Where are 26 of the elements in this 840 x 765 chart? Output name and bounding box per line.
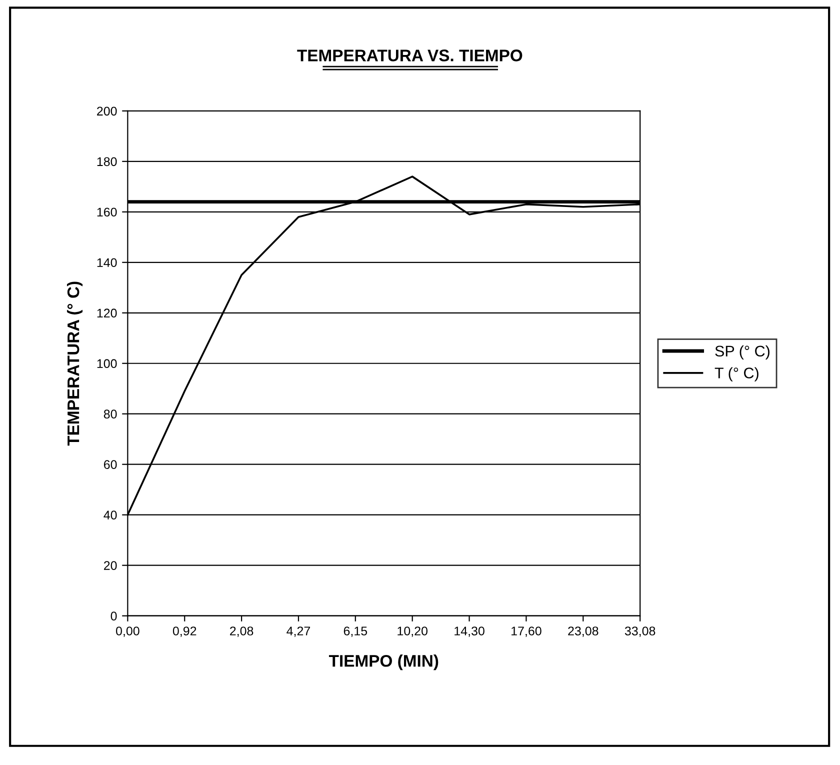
y-tick-label: 120 [97,308,117,318]
y-tick-label: 60 [104,460,117,470]
x-tick-label: 17,60 [512,626,542,637]
x-tick-label: 23,08 [568,626,598,637]
y-tick-label: 160 [97,208,117,217]
x-tick-label: 14,30 [454,626,484,637]
y-tick-label: 20 [104,561,117,570]
x-tick-label: 33,08 [624,626,656,637]
y-tick-label: 140 [97,258,117,268]
x-tick-label: 0,92 [172,626,196,637]
x-axis-title: TIEMPO (MIN) [328,654,438,670]
y-tick-label: 200 [97,106,117,116]
y-tick-label: 100 [97,359,117,368]
x-tick-label: 0,00 [116,626,140,637]
legend-label: T (° C) [714,367,758,382]
y-tick-label: 180 [97,157,117,166]
y-tick-label: 0 [110,612,117,620]
x-tick-label: 4,27 [286,626,310,637]
y-axis-title: TEMPERATURA (° C) [66,282,83,446]
legend-label: SP (° C) [715,345,770,360]
x-tick-label: 10,20 [398,626,428,637]
x-tick-label: 6,15 [344,626,368,637]
y-tick-label: 80 [104,410,117,419]
x-tick-label: 2,08 [230,626,254,637]
y-tick-label: 40 [104,510,117,520]
chart-title: TEMPERATURA VS. TIEMPO [297,50,522,62]
